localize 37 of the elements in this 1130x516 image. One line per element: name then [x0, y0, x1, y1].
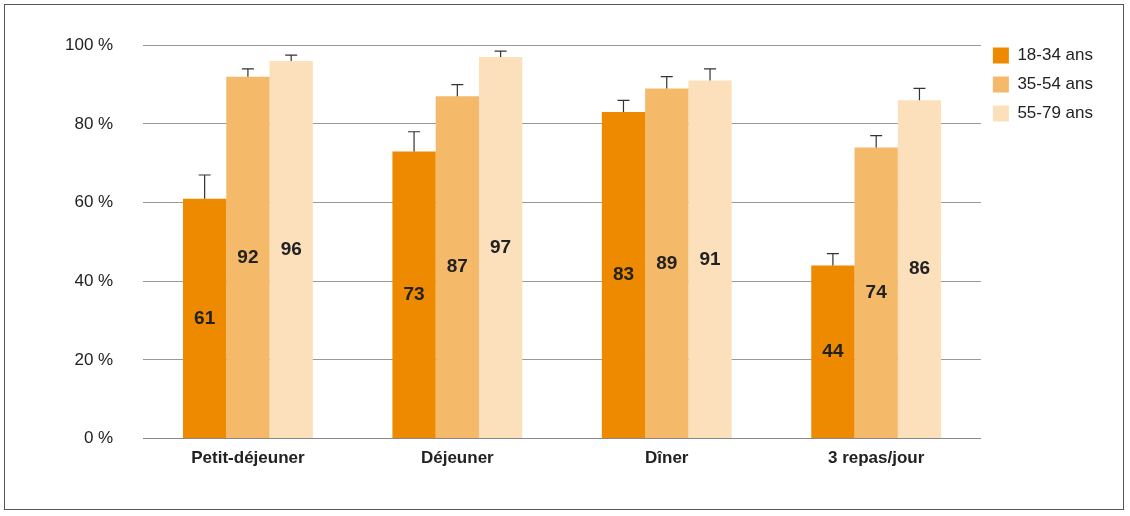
x-tick-label: Petit-déjeuner	[191, 448, 305, 468]
bar	[182, 198, 227, 439]
bar	[601, 112, 646, 439]
data-label: 89	[656, 251, 678, 273]
y-tick-label: 0 %	[83, 428, 114, 448]
y-tick-label: 100 %	[65, 34, 114, 54]
legend-label: 55-79 ans	[1017, 103, 1094, 123]
bar	[645, 88, 689, 439]
x-tick-label: Déjeuner	[420, 448, 495, 468]
data-label: 74	[865, 281, 888, 303]
data-label: 97	[490, 235, 512, 257]
data-label: 83	[612, 263, 635, 285]
y-tick-label: 80 %	[74, 113, 114, 133]
data-label: 91	[699, 247, 722, 269]
bar	[226, 76, 270, 439]
x-tick-label: Dîner	[645, 448, 689, 468]
y-tick-label: 20 %	[74, 349, 114, 369]
y-tick-label: 60 %	[74, 192, 114, 212]
bar	[854, 147, 898, 439]
y-tick-label: 40 %	[74, 270, 114, 290]
bar	[435, 96, 479, 439]
data-label: 61	[194, 306, 216, 328]
data-label: 86	[908, 257, 931, 279]
data-label: 92	[237, 245, 259, 267]
bar	[897, 100, 942, 439]
bar	[392, 151, 436, 439]
x-tick-label: 3 repas/jour	[827, 448, 925, 468]
data-label: 87	[446, 255, 468, 277]
data-label: 73	[403, 282, 425, 304]
legend-label: 35-54 ans	[1017, 74, 1094, 94]
bar	[269, 60, 313, 439]
bar	[478, 57, 523, 439]
data-label: 44	[822, 340, 844, 362]
legend-label: 18-34 ans	[1017, 45, 1094, 65]
data-label: 96	[280, 237, 302, 259]
bar	[811, 265, 855, 439]
bar	[688, 80, 732, 439]
